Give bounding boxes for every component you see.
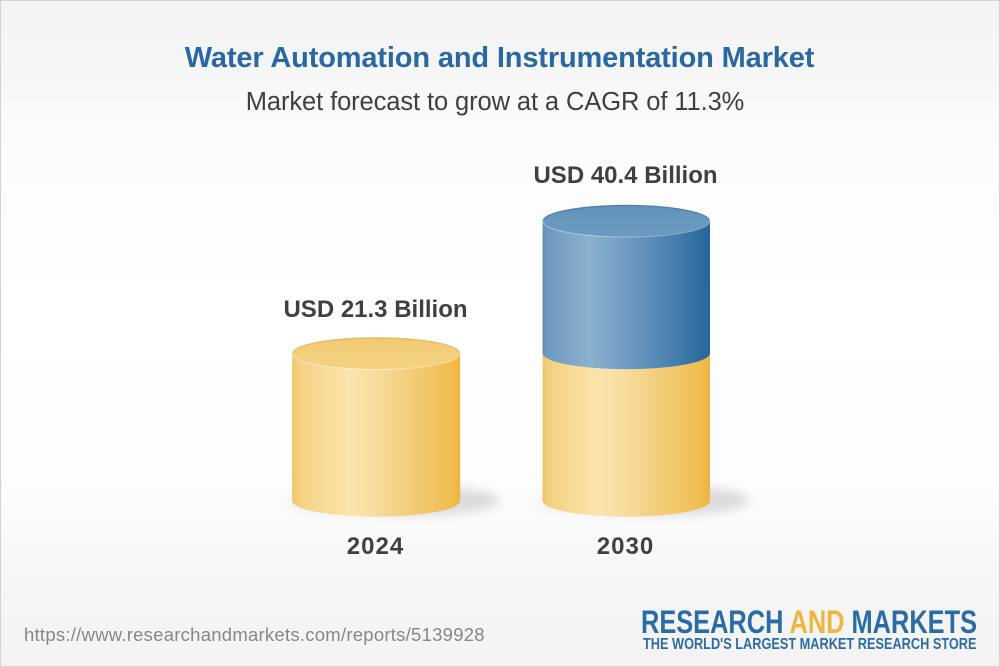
svg-text:RESEARCH AND MARKETS: RESEARCH AND MARKETS: [641, 603, 977, 640]
svg-text:THE WORLD'S LARGEST MARKET RES: THE WORLD'S LARGEST MARKET RESEARCH STOR…: [643, 636, 977, 653]
